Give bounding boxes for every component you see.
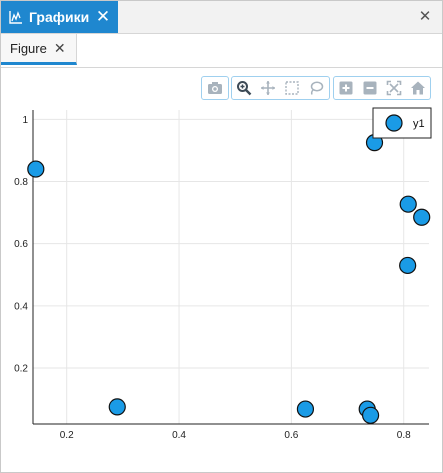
chart-icon xyxy=(9,11,22,24)
close-icon[interactable]: ✕ xyxy=(53,40,66,56)
data-point[interactable] xyxy=(296,400,315,418)
zoom-in-icon[interactable] xyxy=(334,77,358,99)
x-tick-label: 0.6 xyxy=(284,430,298,441)
tab-graphics[interactable]: Графики ✕ xyxy=(1,1,118,33)
legend-marker xyxy=(385,114,403,132)
tab-title: Графики xyxy=(29,9,90,25)
y-tick-label: 0.8 xyxy=(14,177,28,188)
autoscale-icon[interactable] xyxy=(382,77,406,99)
toolbar-group-scale xyxy=(333,76,431,100)
figure-tab-label: Figure xyxy=(10,40,47,56)
x-tick-label: 0.2 xyxy=(60,430,74,441)
tab-figure[interactable]: Figure ✕ xyxy=(1,34,77,65)
y-tick-label: 0.2 xyxy=(14,364,28,375)
home-icon[interactable] xyxy=(406,77,430,99)
figure-tab-bar: Figure ✕ xyxy=(1,34,442,68)
x-tick-label: 0.4 xyxy=(172,430,186,441)
close-icon[interactable]: ✕ xyxy=(418,8,432,25)
data-point[interactable] xyxy=(108,398,126,416)
close-icon[interactable]: ✕ xyxy=(95,7,111,26)
data-point[interactable] xyxy=(399,195,417,213)
x-tick-label: 0.8 xyxy=(397,430,411,441)
box-select-icon[interactable] xyxy=(280,77,304,99)
data-point[interactable] xyxy=(399,256,417,275)
y-tick-label: 1 xyxy=(22,115,28,126)
data-point[interactable] xyxy=(413,208,431,226)
camera-icon[interactable] xyxy=(202,77,228,99)
y-tick-label: 0.4 xyxy=(14,301,28,312)
toolbar-group-snapshot xyxy=(201,76,229,100)
zoom-icon[interactable] xyxy=(232,77,256,99)
lasso-icon[interactable] xyxy=(304,77,328,99)
zoom-out-icon[interactable] xyxy=(358,77,382,99)
plot-toolbar xyxy=(1,76,442,100)
data-point[interactable] xyxy=(27,160,45,178)
data-point[interactable] xyxy=(361,406,380,424)
legend-label: y1 xyxy=(413,118,425,130)
pan-icon[interactable] xyxy=(256,77,280,99)
toolbar-group-navigation xyxy=(231,76,330,100)
y-tick-label: 0.6 xyxy=(14,239,28,250)
title-bar: Графики ✕ ✕ xyxy=(1,1,442,34)
